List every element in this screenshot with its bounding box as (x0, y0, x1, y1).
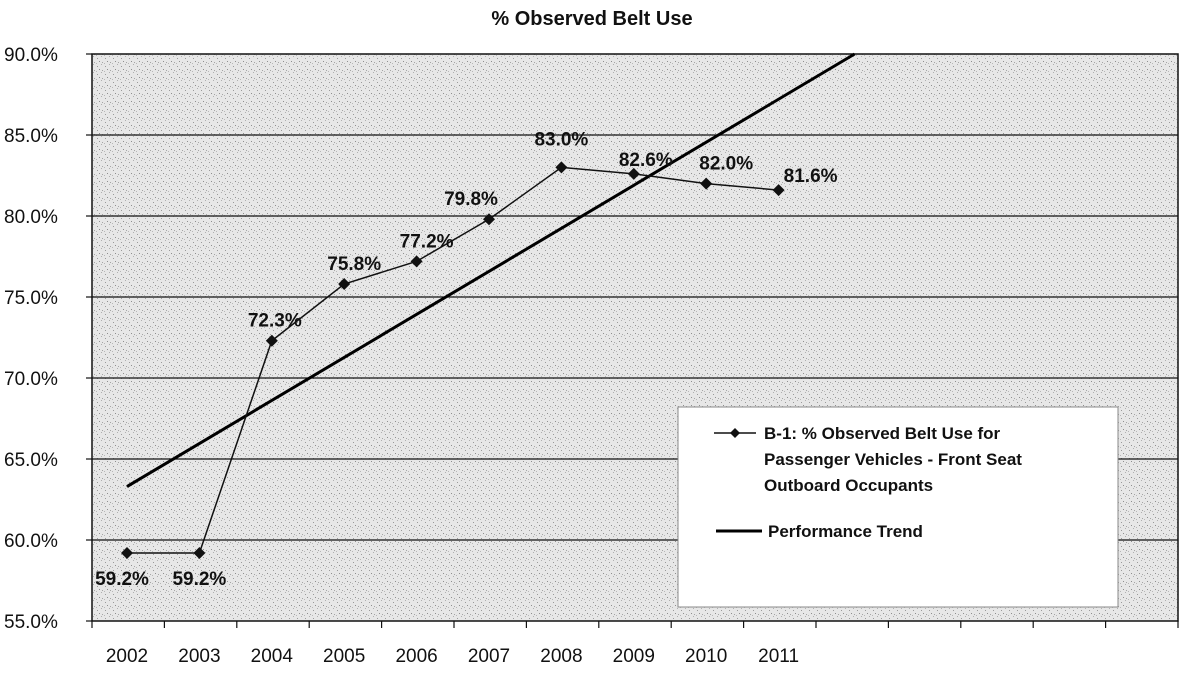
legend-box (677, 406, 1119, 608)
y-tick-label: 70.0% (4, 369, 58, 390)
legend-label-trend: Performance Trend (768, 522, 923, 541)
data-label: 82.6% (619, 150, 673, 171)
x-tick-label: 2009 (613, 646, 655, 667)
legend-label-observed-2: Passenger Vehicles - Front Seat (764, 450, 1022, 469)
x-tick-label: 2004 (251, 646, 294, 667)
x-tick-label: 2010 (685, 646, 727, 667)
y-tick-label: 85.0% (4, 126, 58, 147)
legend-label-observed-1: B-1: % Observed Belt Use for (764, 424, 1001, 443)
data-label: 82.0% (699, 154, 753, 175)
data-point (338, 278, 351, 291)
data-point (193, 546, 206, 559)
data-label: 81.6% (784, 166, 838, 187)
legend-label-observed-3: Outboard Occupants (764, 476, 933, 495)
x-tick-label: 2008 (540, 646, 582, 667)
x-tick-label: 2007 (468, 646, 510, 667)
data-label: 79.8% (444, 189, 498, 210)
data-point (265, 334, 278, 347)
observed-line (127, 166, 779, 554)
data-point (772, 184, 785, 197)
legend-marker-diamond (730, 428, 740, 438)
y-axis: 55.0% 60.0% 65.0% 70.0% 75.0% 80.0% 85.0% 90.0% (4, 45, 92, 633)
x-tick-label: 2002 (106, 646, 148, 667)
data-point (483, 213, 495, 226)
y-tick-label: 55.0% (4, 612, 58, 633)
data-point (410, 255, 423, 268)
chart-title: % Observed Belt Use (491, 8, 692, 30)
data-point (700, 177, 713, 190)
data-point (121, 546, 133, 559)
trend-line (126, 52, 856, 488)
data-label: 72.3% (248, 311, 302, 332)
legend: B-1: % Observed Belt Use for Passenger V… (677, 406, 1119, 608)
data-label: 83.0% (534, 129, 588, 150)
x-tick-label: 2006 (395, 646, 437, 667)
y-tick-label: 90.0% (4, 45, 58, 66)
x-tick-label: 2005 (323, 646, 365, 667)
x-tick-label: 2011 (758, 646, 799, 667)
y-tick-label: 75.0% (4, 288, 58, 309)
data-label: 77.2% (400, 231, 454, 252)
data-point (555, 161, 568, 174)
data-label: 59.2% (95, 569, 149, 590)
x-tick-label: 2003 (178, 646, 220, 667)
y-tick-label: 65.0% (4, 450, 58, 471)
y-tick-label: 60.0% (4, 531, 58, 552)
y-tick-label: 80.0% (4, 207, 58, 228)
x-axis: 2002 2003 2004 2005 2006 2007 2008 2009 2010 2011 (91, 621, 1179, 667)
data-label: 59.2% (172, 569, 226, 590)
data-point (627, 167, 640, 180)
plot-series: 59.2% 59.2% 72.3% 75.8% 77.2% 79.8% 83.0% 82.6%… (95, 52, 856, 590)
data-label: 75.8% (327, 254, 381, 275)
